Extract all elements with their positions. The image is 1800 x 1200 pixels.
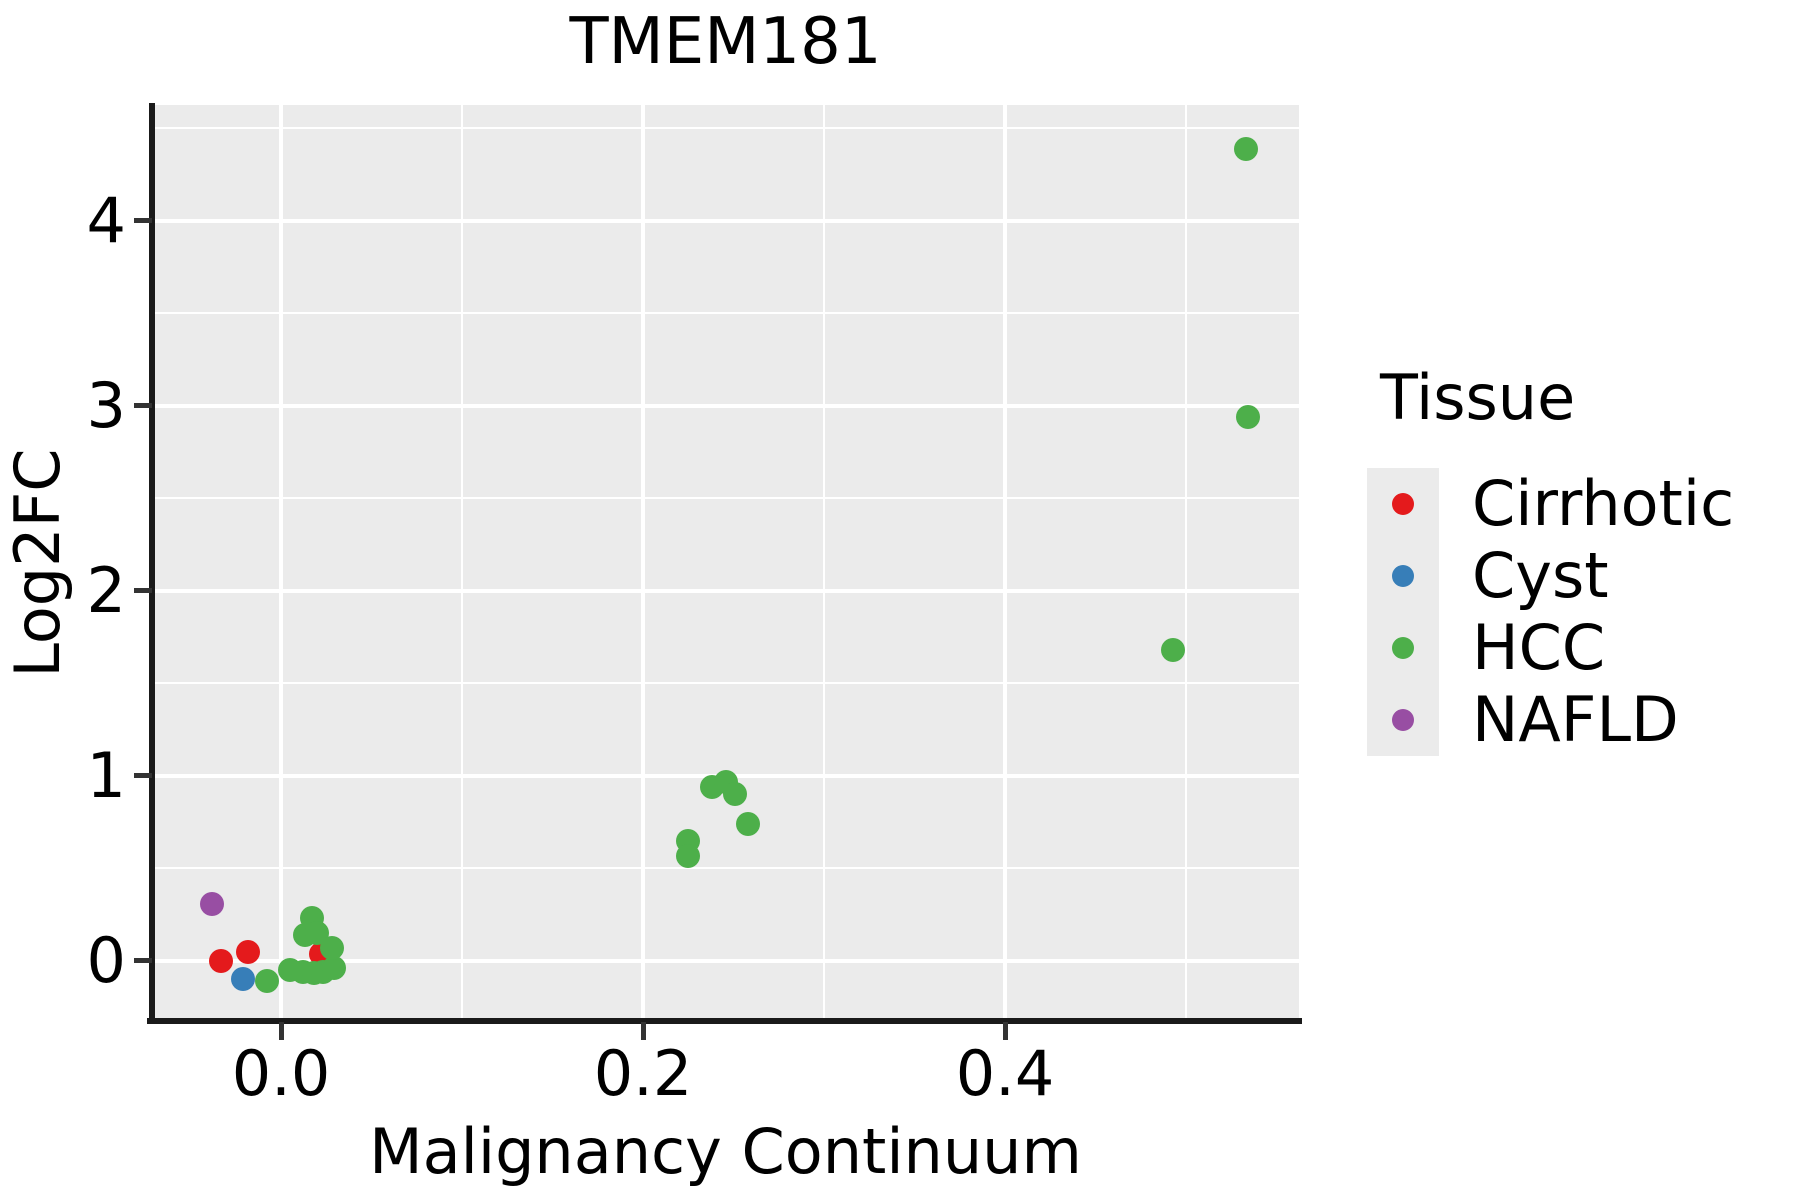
data-point-hcc: [723, 782, 748, 807]
x-tick-label-0.0: 0.0: [231, 1037, 331, 1110]
minor-gridline-x: [823, 105, 826, 1020]
legend-key-nafld: [1367, 684, 1439, 756]
legend-dot-cyst-icon: [1392, 565, 1414, 587]
data-point-hcc: [1235, 405, 1260, 430]
x-tick: [278, 1022, 284, 1040]
x-axis-title: Malignancy Continuum: [369, 1115, 1082, 1188]
x-tick-label-0.2: 0.2: [593, 1037, 693, 1110]
data-point-hcc: [1233, 136, 1258, 161]
minor-gridline-y: [152, 867, 1299, 870]
plot-title: TMEM181: [569, 5, 882, 79]
legend-label-cyst: Cyst: [1472, 539, 1609, 612]
y-tick: [134, 588, 152, 594]
y-tick-label-4: 4: [86, 183, 126, 257]
major-gridline-x: [279, 105, 284, 1020]
minor-gridline-x: [461, 105, 464, 1020]
major-gridline-y: [152, 588, 1299, 593]
y-axis-title: Log2FC: [1, 448, 74, 678]
y-tick-label-1: 1: [86, 738, 126, 812]
legend-label-nafld: NAFLD: [1472, 683, 1679, 756]
data-point-cirrhotic: [209, 948, 234, 973]
x-tick: [1002, 1022, 1008, 1040]
major-gridline-x: [641, 105, 646, 1020]
legend-dot-nafld-icon: [1392, 709, 1414, 731]
legend-dot-hcc-icon: [1392, 637, 1414, 659]
minor-gridline-x: [1185, 105, 1188, 1020]
y-tick-label-0: 0: [86, 923, 126, 997]
y-axis-line: [149, 103, 155, 1023]
major-gridline-x: [1003, 105, 1008, 1020]
y-tick: [134, 218, 152, 224]
data-point-cirrhotic: [236, 939, 261, 964]
data-point-hcc: [1161, 638, 1186, 663]
legend-dot-cirrhotic-icon: [1392, 493, 1414, 515]
data-point-hcc: [319, 936, 344, 961]
minor-gridline-y: [152, 682, 1299, 685]
y-tick: [134, 958, 152, 964]
x-tick: [640, 1022, 646, 1040]
legend-key-cirrhotic: [1367, 468, 1439, 540]
y-tick: [134, 403, 152, 409]
data-point-hcc: [254, 969, 279, 994]
minor-gridline-y: [152, 497, 1299, 500]
data-point-hcc: [736, 812, 761, 837]
x-axis-line: [147, 1018, 1302, 1024]
data-point-hcc: [676, 843, 701, 868]
plot-panel: [152, 105, 1299, 1020]
minor-gridline-y: [152, 127, 1299, 130]
major-gridline-y: [152, 403, 1299, 408]
legend-label-hcc: HCC: [1472, 611, 1606, 684]
y-tick-label-3: 3: [86, 368, 126, 442]
x-tick-label-0.4: 0.4: [955, 1037, 1055, 1110]
legend-title: Tissue: [1380, 361, 1576, 434]
y-tick: [134, 773, 152, 779]
data-point-hcc: [321, 956, 346, 981]
legend-label-cirrhotic: Cirrhotic: [1472, 467, 1735, 540]
major-gridline-y: [152, 218, 1299, 223]
minor-gridline-y: [152, 312, 1299, 315]
data-point-cyst: [231, 967, 256, 992]
legend-key-hcc: [1367, 612, 1439, 684]
y-tick-label-2: 2: [86, 553, 126, 627]
data-point-nafld: [200, 891, 225, 916]
major-gridline-y: [152, 958, 1299, 963]
legend-key-cyst: [1367, 540, 1439, 612]
